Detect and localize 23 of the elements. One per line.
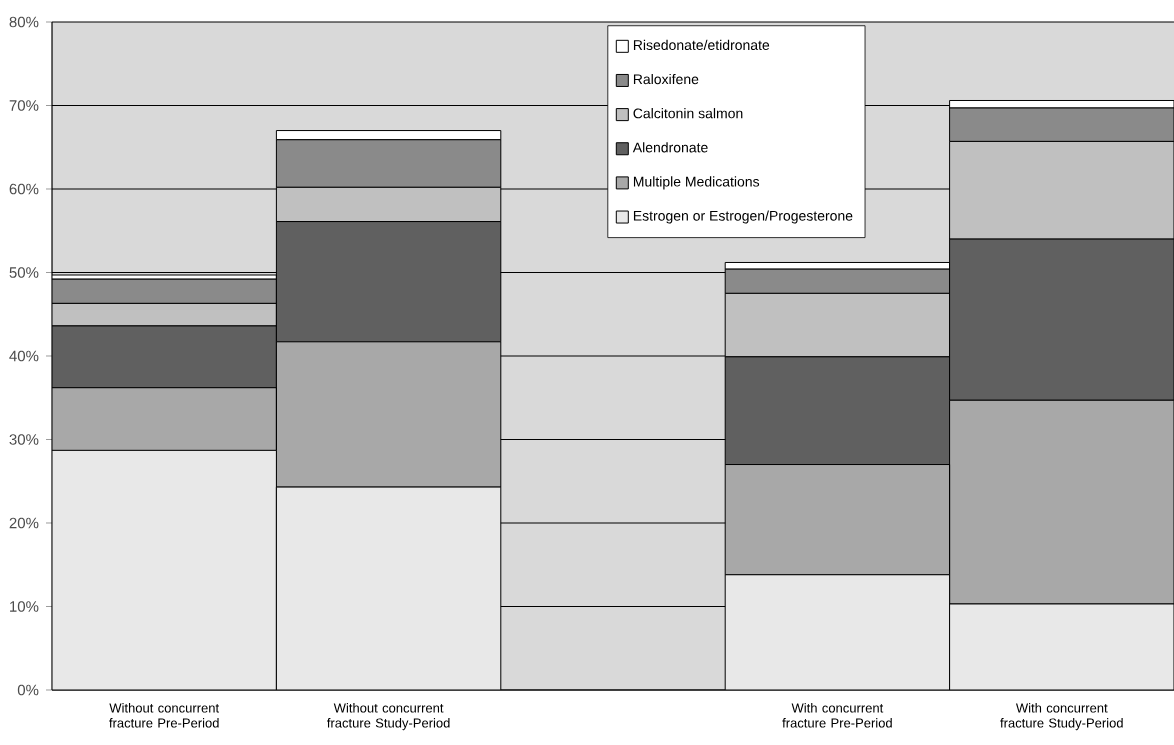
- y-tick-label: 60%: [9, 183, 39, 195]
- x-tick-label: Without concurrent fracture Study-Period: [327, 703, 450, 731]
- y-tick-label: 10%: [10, 601, 39, 612]
- bar: [724, 292, 951, 358]
- x-tick-label: Without concurrent fracture Pre-Period: [109, 703, 219, 728]
- legend-label: Estrogen or Estrogen/Progesterone: [633, 210, 853, 224]
- y-tick-label: 0%: [17, 684, 39, 696]
- y-tick-label: 20%: [9, 517, 39, 529]
- legend-label: Multiple Medications: [633, 176, 760, 190]
- y-tick-label: 30%: [9, 434, 39, 445]
- legend-label: Alendronate: [632, 142, 708, 153]
- bar: [949, 140, 1174, 240]
- bar: [52, 302, 277, 327]
- x-tick-label: With concurrent fracture Pre-Period: [782, 703, 892, 728]
- legend-label: Risedonate/etidronate: [633, 39, 770, 51]
- bar: [275, 186, 502, 223]
- y-tick-label: 70%: [9, 100, 39, 111]
- legend-label: Raloxifene: [633, 73, 699, 85]
- x-tick-label: With concurrent fracture Study-Period: [1000, 703, 1123, 731]
- legend-label: Calcitonin salmon: [633, 108, 743, 119]
- y-tick-label: 40%: [9, 350, 39, 362]
- y-tick-label: 50%: [9, 267, 39, 278]
- y-tick-label: 80%: [9, 16, 39, 28]
